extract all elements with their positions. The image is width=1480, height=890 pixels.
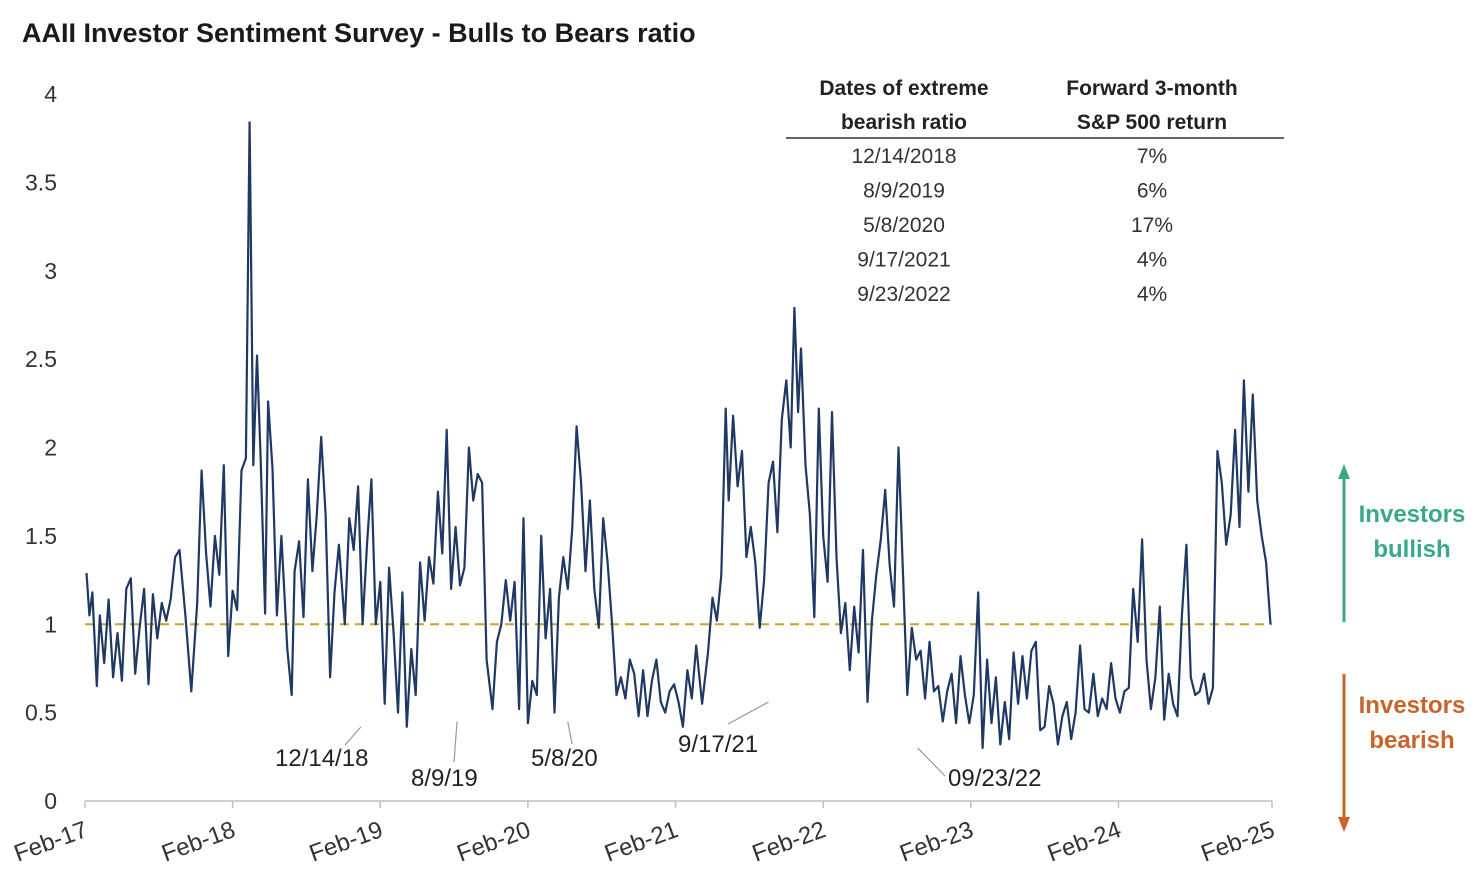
table-header-col2-line2: S&P 500 return: [1077, 111, 1227, 134]
y-tick-label: 2.5: [25, 346, 57, 372]
annotation-label: 5/8/20: [531, 745, 598, 772]
bullish-arrow-icon: [1338, 464, 1350, 479]
x-tick-label: Feb-24: [1044, 816, 1125, 867]
annotation-leader-line: [917, 747, 946, 777]
table-cell-date: 12/14/2018: [851, 145, 956, 168]
x-axis: Feb-17 Feb-18 Feb-19 Feb-20 Feb-21 Feb-22 Feb-…: [11, 800, 1279, 868]
table-header-col1-line2: bearish ratio: [841, 111, 967, 134]
sentiment-side-labels: Investors bullish Investors bearish: [1338, 464, 1465, 832]
table-rows: 12/14/2018 7% 8/9/2019 6% 5/8/2020 17% 9/17/20…: [851, 145, 1173, 306]
y-axis-ticks: 0 0.5 1 1.5 2 2.5 3 3.5 4: [25, 81, 57, 814]
table-cell-date: 9/17/2021: [857, 249, 950, 272]
annotation-leader-line: [567, 721, 573, 745]
table-cell-return: 6%: [1137, 180, 1167, 203]
x-tick-label: Feb-25: [1198, 816, 1279, 867]
annotation-leader-line: [727, 701, 769, 725]
series-group: [85, 121, 1272, 750]
x-tick-label: Feb-20: [453, 816, 534, 867]
bearish-arrow-icon: [1338, 817, 1350, 832]
x-tick-label: Feb-23: [896, 816, 977, 867]
table-cell-date: 9/23/2022: [857, 283, 950, 306]
bullish-label-line2: bullish: [1373, 536, 1450, 563]
series-line: [85, 121, 1272, 750]
y-tick-label: 1.5: [25, 523, 57, 549]
y-tick-label: 0: [44, 788, 57, 814]
table-cell-return: 17%: [1131, 214, 1173, 237]
y-tick-label: 3.5: [25, 169, 57, 195]
bearish-label-line1: Investors: [1359, 692, 1466, 719]
y-tick-label: 1: [44, 611, 57, 637]
x-tick-label: Feb-17: [11, 816, 92, 867]
table-cell-return: 7%: [1137, 145, 1167, 168]
y-tick-label: 4: [44, 81, 57, 107]
returns-table: Dates of extreme bearish ratio Forward 3…: [786, 77, 1284, 306]
annotation-label: 9/17/21: [678, 731, 758, 758]
y-tick-label: 0.5: [25, 700, 57, 726]
table-header-col1-line1: Dates of extreme: [819, 77, 988, 100]
bullish-label-line1: Investors: [1359, 501, 1466, 528]
table-cell-date: 5/8/2020: [863, 214, 945, 237]
table-header-col2-line1: Forward 3-month: [1066, 77, 1238, 100]
y-tick-label: 2: [44, 435, 57, 461]
x-tick-label: Feb-18: [158, 816, 239, 867]
x-tick-label: Feb-22: [749, 816, 830, 867]
x-tick-label: Feb-21: [601, 816, 682, 867]
y-tick-label: 3: [44, 258, 57, 284]
annotation-label: 09/23/22: [948, 765, 1041, 792]
annotations-group: 12/14/18 8/9/19 5/8/20 9/17/21 09/23/22: [275, 701, 1041, 792]
chart-title: AAII Investor Sentiment Survey - Bulls t…: [22, 18, 696, 48]
table-cell-date: 8/9/2019: [863, 180, 945, 203]
annotation-leader-line: [344, 726, 362, 746]
annotation-leader-line: [453, 721, 458, 763]
table-cell-return: 4%: [1137, 249, 1167, 272]
table-cell-return: 4%: [1137, 283, 1167, 306]
annotation-label: 8/9/19: [411, 765, 478, 792]
annotation-label: 12/14/18: [275, 745, 368, 772]
x-tick-label: Feb-19: [306, 816, 387, 867]
bearish-label-line2: bearish: [1369, 727, 1454, 754]
